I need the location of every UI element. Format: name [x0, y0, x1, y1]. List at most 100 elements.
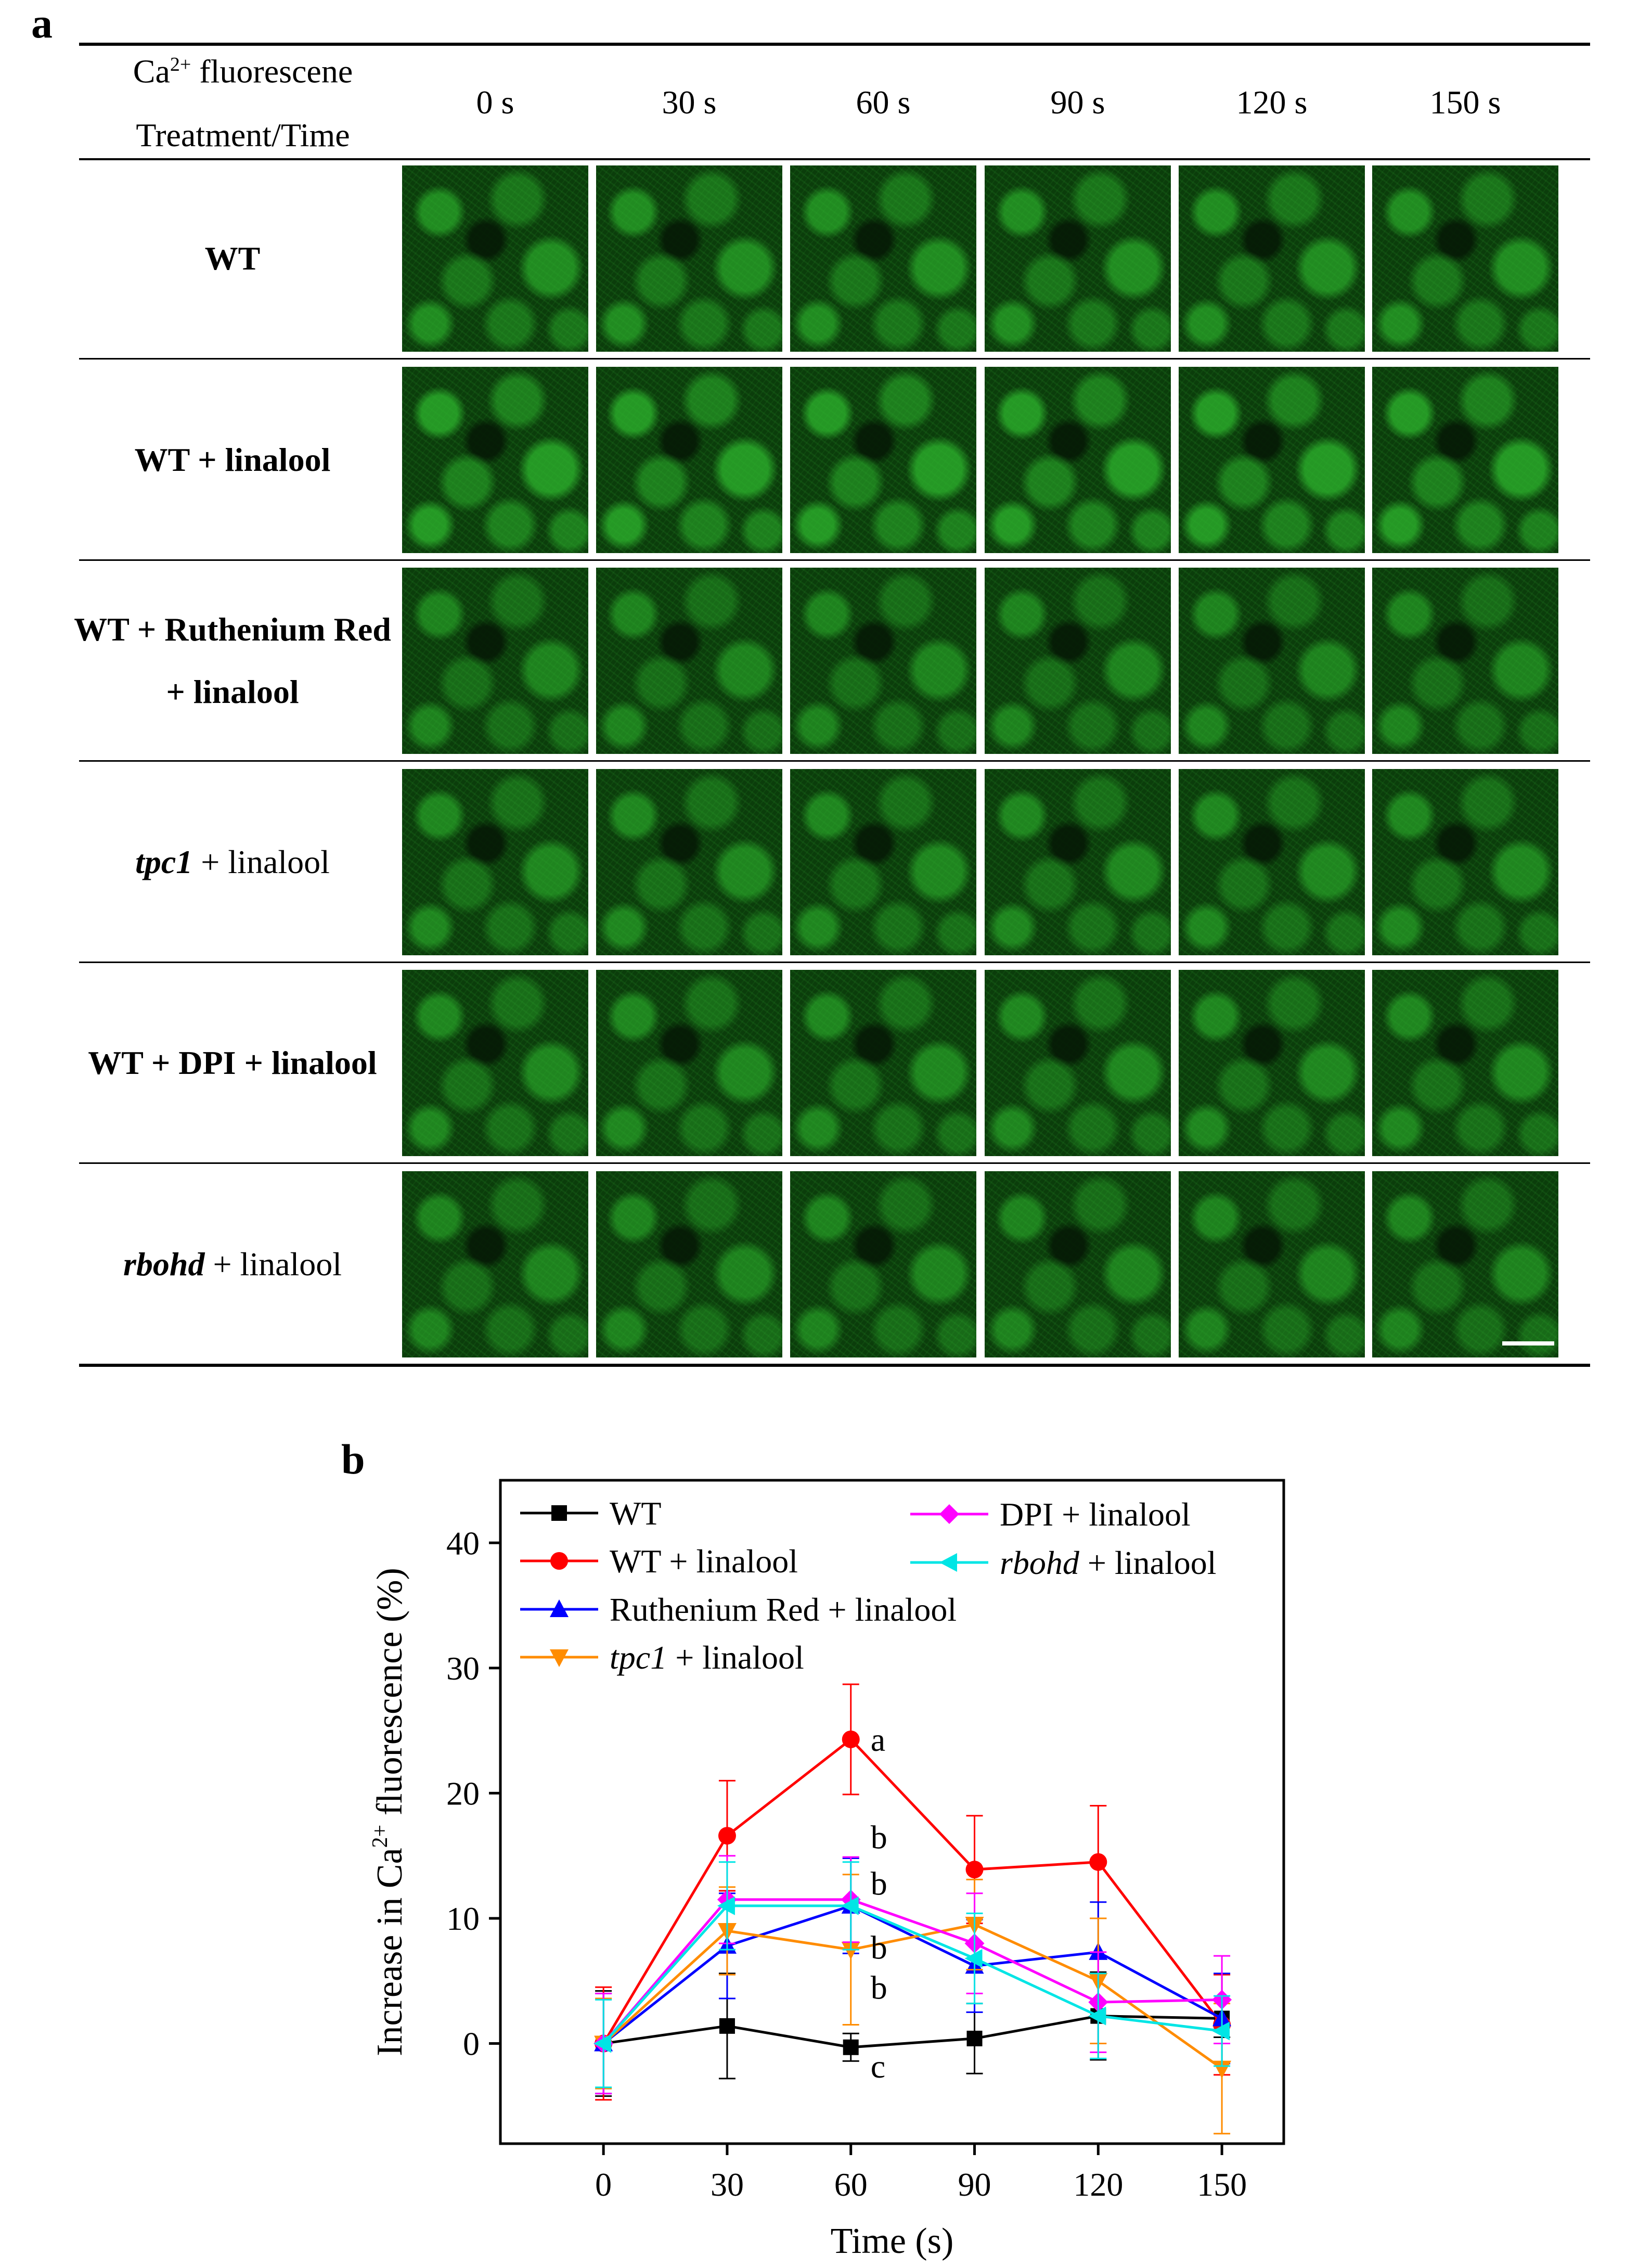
- x-tick-label-3: 90: [958, 2166, 991, 2203]
- point-s3-2: [841, 1942, 860, 1960]
- point-s5-0: [593, 2034, 612, 2053]
- row-label-1: WT + linalool: [134, 441, 331, 478]
- micrograph-r2-c2: [790, 568, 976, 754]
- series-line-2: [602, 1904, 1223, 2045]
- legend-label-1: WT + linalool: [610, 1543, 798, 1580]
- micrograph-r5-c3: [985, 1171, 1171, 1357]
- point-s1-3: [965, 1861, 984, 1879]
- row-label-2: WT + Ruthenium Red + linalool: [74, 611, 391, 710]
- micrograph-r2-c4: [1179, 568, 1365, 754]
- micrograph-r5-c5: [1372, 1171, 1558, 1357]
- point-s0-3: [966, 2030, 983, 2046]
- x-tick-label-1: 30: [711, 2166, 744, 2203]
- micrograph-r1-c2: [790, 366, 976, 553]
- legend-marker-5: [939, 1553, 957, 1572]
- micrograph-r5-c2: [790, 1171, 976, 1357]
- series-5: [593, 1861, 1231, 2088]
- row-label-0: WT: [204, 240, 261, 277]
- micrograph-r5-c1: [596, 1171, 782, 1357]
- legend-marker-4: [939, 1504, 959, 1524]
- micrograph-r3-c5: [1372, 768, 1558, 955]
- legend-marker-1: [550, 1552, 568, 1570]
- point-s5-3: [964, 1949, 983, 1968]
- micrograph-r4-c1: [596, 970, 782, 1156]
- row-label-3: tpc1 + linalool: [135, 843, 330, 880]
- point-s0-2: [843, 2039, 859, 2055]
- header-ca-fluorescence: Ca2+ fluorescene: [133, 53, 353, 90]
- legend-marker-2: [550, 1599, 569, 1617]
- point-s1-2: [842, 1730, 860, 1748]
- panel-a-figure: a Ca2+ fluorescene Treatment/Time 0 s 30 …: [31, 0, 1590, 1367]
- point-s5-1: [717, 1896, 735, 1915]
- series-1: [595, 1683, 1231, 2101]
- time-header-1: 30 s: [662, 84, 717, 121]
- micrograph-r2-c0: [402, 568, 588, 754]
- x-tick-label-0: 0: [595, 2166, 612, 2203]
- micrograph-r1-c5: [1372, 366, 1558, 553]
- row-label-5: rbohd + linalool: [123, 1245, 342, 1283]
- legend-label-3: tpc1 + linalool: [610, 1639, 804, 1676]
- micrograph-r0-c2: [790, 165, 976, 352]
- micrograph-r3-c0: [402, 768, 588, 955]
- table-top-rule: [79, 43, 1590, 46]
- row-separator-3: [79, 961, 1590, 963]
- time-header-5: 150 s: [1429, 84, 1501, 121]
- row-separator-5: [79, 1363, 1590, 1367]
- y-tick-label-0: 0: [463, 2026, 480, 2062]
- time-header-0: 0 s: [476, 84, 514, 121]
- micrograph-r1-c0: [402, 366, 588, 553]
- micrograph-r3-c3: [985, 768, 1171, 955]
- header-rule: [79, 158, 1590, 160]
- point-s5-4: [1088, 2006, 1106, 2026]
- y-axis-label: Increase in Ca2+ fluorescence (%): [368, 1568, 410, 2056]
- micrograph-r4-c3: [985, 970, 1171, 1156]
- micrograph-r4-c2: [790, 970, 976, 1156]
- micrograph-r1-c1: [596, 366, 782, 553]
- micrograph-r4-c4: [1179, 970, 1365, 1156]
- legend-label-5: rbohd + linalool: [1000, 1544, 1217, 1581]
- row-separator-4: [79, 1162, 1590, 1164]
- legend-label-0: WT: [610, 1495, 662, 1532]
- micrograph-r3-c4: [1179, 768, 1365, 955]
- y-tick-label-1: 10: [446, 1900, 480, 1937]
- panel-a-letter: a: [31, 0, 53, 47]
- point-s1-4: [1089, 1853, 1107, 1871]
- micrograph-r0-c5: [1372, 165, 1558, 352]
- micrograph-r2-c3: [985, 568, 1171, 754]
- series-0: [595, 1971, 1231, 2097]
- panel-b-letter: b: [341, 1436, 365, 1483]
- micrograph-r2-c5: [1372, 568, 1558, 754]
- legend-marker-0: [551, 1505, 567, 1521]
- point-s5-2: [841, 1896, 859, 1915]
- y-tick-label-4: 40: [446, 1524, 480, 1561]
- micrograph-r5-c0: [402, 1171, 588, 1357]
- annotation-3: b: [871, 1929, 887, 1966]
- plot-frame: [499, 1479, 1285, 2145]
- point-s5-5: [1212, 2021, 1230, 2041]
- calcium-fluorescence-chart: 0 30 60 90 120 150 0 10 20 30 40 Time (s) Increase i…: [368, 1479, 1285, 2261]
- row-label-4: WT + DPI + linalool: [88, 1044, 377, 1081]
- micrograph-r3-c1: [596, 768, 782, 955]
- row-separator-2: [79, 760, 1590, 762]
- x-tick-label-4: 120: [1073, 2166, 1123, 2203]
- time-header-4: 120 s: [1236, 84, 1308, 121]
- micrograph-r5-c4: [1179, 1171, 1365, 1357]
- annotation-4: b: [871, 1969, 887, 2006]
- scale-bar: [1502, 1341, 1554, 1346]
- micrograph-r1-c3: [985, 366, 1171, 553]
- micrograph-r0-c3: [985, 165, 1171, 352]
- annotation-0: a: [871, 1721, 885, 1758]
- legend-label-2: Ruthenium Red + linalool: [610, 1591, 957, 1628]
- point-s1-1: [718, 1827, 736, 1845]
- micrograph-r0-c0: [402, 165, 588, 352]
- row-separator-1: [79, 559, 1590, 561]
- x-axis-label: Time (s): [831, 2221, 954, 2261]
- series-2: [594, 1857, 1232, 2095]
- micrograph-r0-c4: [1179, 165, 1365, 352]
- point-s3-5: [1212, 2060, 1232, 2079]
- header-treatment-time: Treatment/Time: [136, 117, 350, 153]
- series-line-3: [602, 1923, 1223, 2070]
- micrograph-r1-c4: [1179, 366, 1365, 553]
- series-line-5: [602, 1904, 1222, 2045]
- time-header-2: 60 s: [856, 84, 911, 121]
